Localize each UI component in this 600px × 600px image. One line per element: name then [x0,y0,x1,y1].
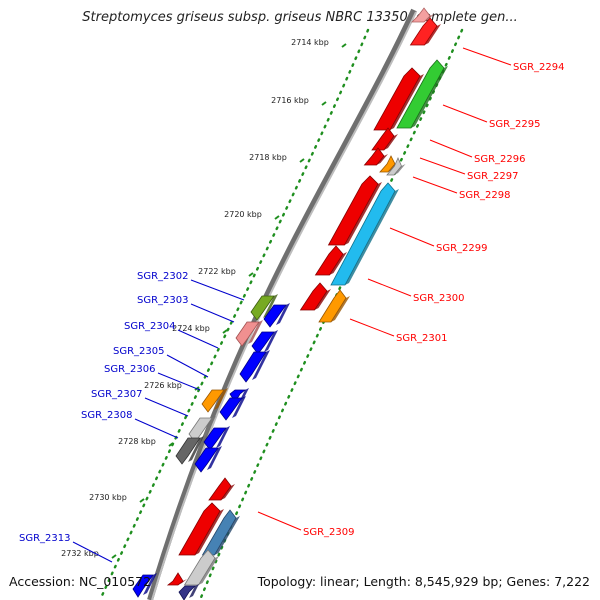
leader-sgr_2294 [462,47,512,66]
gene-sgr-2296 [371,127,398,151]
scale-label-2718: 2718 kbp [249,153,287,162]
gene-label-sgr_2305[interactable]: SGR_2305 [113,346,165,357]
scale-label-2724: 2724 kbp [172,324,210,333]
gene-sgr-2295 [373,67,424,131]
gene-label-leaders [72,47,512,563]
gene-label-sgr_2313[interactable]: SGR_2313 [19,533,71,544]
genome-backbone-highlight [151,11,417,600]
gene-label-sgr_2306[interactable]: SGR_2306 [104,364,156,375]
gene-sgr-2309 [208,477,235,501]
gene-sgr-2295-green [396,59,448,129]
scale-tick-2718 [299,158,305,163]
scale-label-2714: 2714 kbp [291,38,329,47]
gene-label-sgr_2307[interactable]: SGR_2307 [91,389,143,400]
leader-sgr_2304 [177,329,219,349]
gene-sgr-2309-grey [183,549,219,586]
scale-label-2726: 2726 kbp [144,381,182,390]
scale-tick-2722 [248,272,254,277]
leader-sgr_2299 [389,227,435,247]
leader-sgr_2309 [257,511,302,531]
gene-label-sgr_2301[interactable]: SGR_2301 [396,333,448,344]
leader-sgr_2313 [72,541,113,563]
gene-label-sgr_2297[interactable]: SGR_2297 [467,171,519,182]
gene-sgr-2296b [363,147,388,166]
gene-sgr-2303-pink [235,320,263,347]
leader-sgr_2295 [442,104,488,123]
leader-sgr_2308 [134,418,179,439]
scale-label-2728: 2728 kbp [118,437,156,446]
scale-tick-2714 [341,43,347,48]
gene-label-sgr_2300[interactable]: SGR_2300 [413,293,465,304]
gene-labels: SGR_2294 SGR_2295 SGR_2296 SGR_2297 SGR_2298… [19,62,565,544]
scale-label-2730: 2730 kbp [89,493,127,502]
gene-label-sgr_2295[interactable]: SGR_2295 [489,119,541,130]
scale-track-right [198,28,464,600]
gene-sgr-2300 [314,245,347,276]
leader-sgr_2300 [367,278,412,297]
leader-sgr_2305 [166,354,209,378]
scale-labels: 2714 kbp 2716 kbp 2718 kbp 2720 kbp 2722 kbp… [61,38,347,559]
gene-sgr-2307 [203,426,230,451]
leader-sgr_2301 [349,318,395,337]
leader-sgr_2297 [419,157,466,175]
scale-tick-2724 [222,329,228,334]
genome-info-label: Topology: linear; Length: 8,545,929 bp; … [257,574,590,589]
gene-sgr-2309c [166,572,187,586]
gene-label-sgr_2296[interactable]: SGR_2296 [474,154,526,165]
scale-dots-left [98,28,370,600]
scale-label-2716: 2716 kbp [271,96,309,105]
scale-tick-2716 [321,101,327,106]
accession-label: Accession: NC_010572 [9,574,152,589]
gene-label-sgr_2303[interactable]: SGR_2303 [137,295,189,306]
gene-label-sgr_2299[interactable]: SGR_2299 [436,243,488,254]
gene-label-sgr_2308[interactable]: SGR_2308 [81,410,133,421]
gene-label-sgr_2309[interactable]: SGR_2309 [303,527,355,538]
gene-sgr-2308-dark [175,436,204,465]
gene-sgr-2302-green [250,294,278,321]
scale-dots-right [198,28,464,600]
leader-sgr_2307 [144,397,189,417]
gene-label-sgr_2302[interactable]: SGR_2302 [137,271,189,282]
scale-track-left [98,28,370,600]
leader-sgr_2302 [190,279,245,301]
scale-tick-2728 [168,442,174,447]
gene-blocks [132,7,448,600]
gene-label-sgr_2298[interactable]: SGR_2298 [459,190,511,201]
gene-sgr-2304 [239,350,270,383]
scale-label-2722: 2722 kbp [198,267,236,276]
scale-label-2720: 2720 kbp [224,210,262,219]
gene-sgr-2299 [330,182,399,286]
scale-tick-2720 [274,215,280,220]
gene-sgr-2300b [299,282,331,311]
leader-sgr_2296 [429,139,473,158]
scale-tick-2732 [111,554,117,559]
gene-sgr-2294 [409,17,441,46]
gene-sgr-2309b [178,502,224,556]
gene-sgr-2308 [194,446,222,473]
gene-sgr-2313 [132,573,157,598]
gene-sgr-2294b [411,7,434,23]
gene-sgr-2306 [219,396,246,421]
scale-tick-2730 [139,498,145,503]
gene-sgr-2309-blue [201,509,240,556]
gene-sgr-2303 [251,330,278,355]
gene-sgr-2306-orange [201,388,228,413]
leader-sgr_2306 [157,372,201,391]
leader-sgr_2298 [412,176,458,194]
gene-sgr-2301 [318,289,350,323]
genome-backbone [147,8,417,600]
gene-sgr-2302 [263,303,290,328]
gene-sgr-2298 [327,175,382,246]
scale-label-2732: 2732 kbp [61,549,99,558]
gene-label-sgr_2304[interactable]: SGR_2304 [124,321,176,332]
gene-sgr-2313b [178,584,199,600]
gene-label-sgr_2294[interactable]: SGR_2294 [513,62,565,73]
gene-sgr-2297b [386,157,406,176]
leader-sgr_2303 [190,303,235,323]
